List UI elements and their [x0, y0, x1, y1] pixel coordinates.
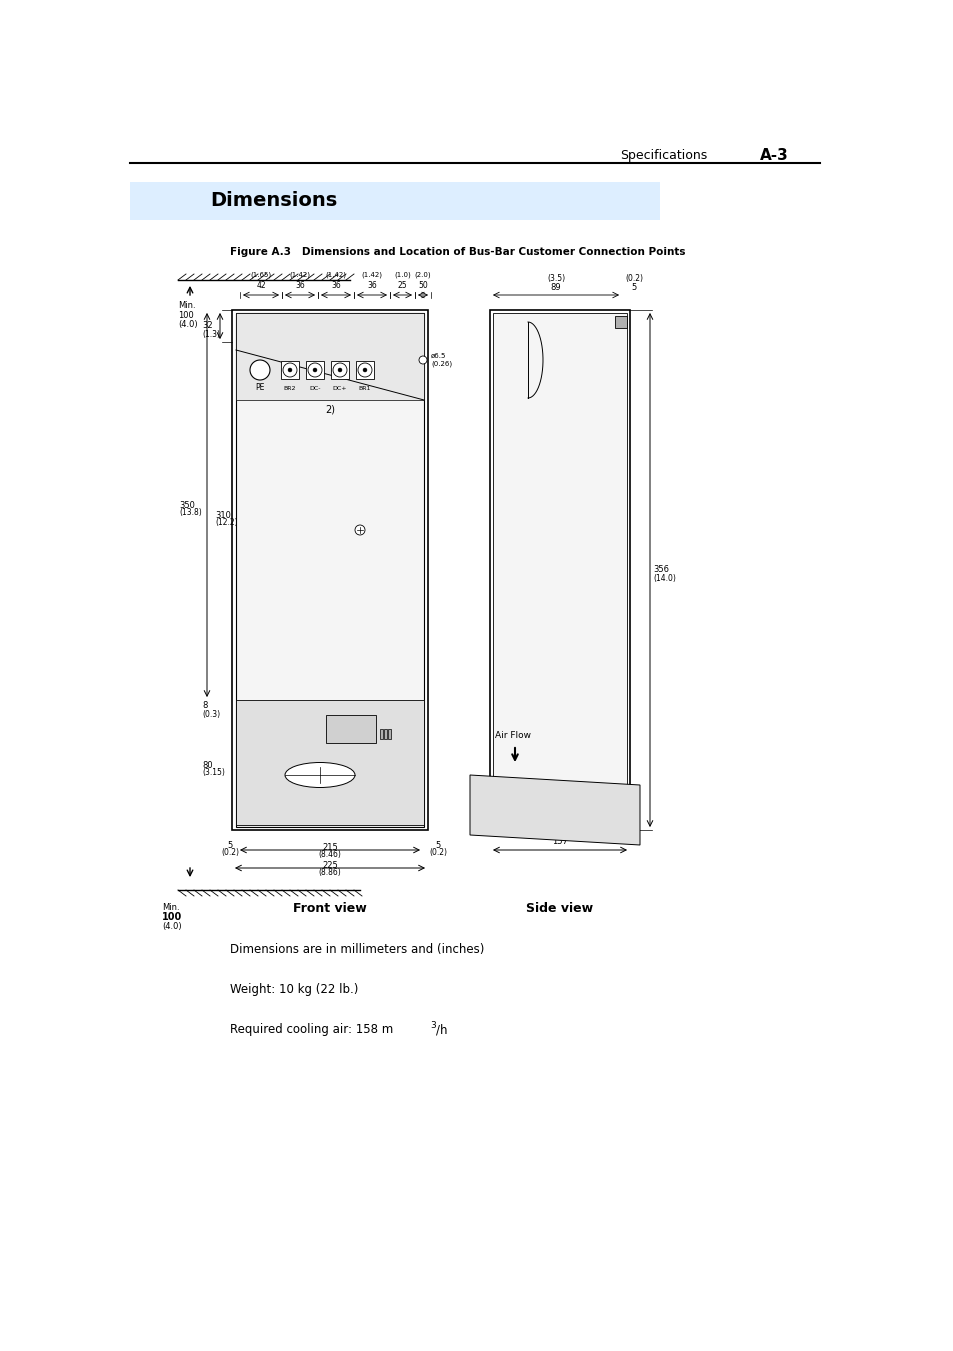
FancyBboxPatch shape [130, 182, 659, 220]
Text: 157: 157 [552, 838, 567, 847]
Bar [615, 316, 626, 328]
Text: PE: PE [255, 384, 264, 393]
Text: 36: 36 [331, 281, 340, 289]
Bar [235, 313, 423, 827]
Bar [235, 313, 423, 400]
Bar [306, 361, 324, 380]
Bar [326, 715, 375, 743]
Text: 5: 5 [435, 840, 440, 850]
Bar [355, 361, 374, 380]
Text: (4.0): (4.0) [162, 923, 181, 931]
Circle shape [355, 526, 365, 535]
Text: (13.8): (13.8) [179, 508, 201, 517]
Circle shape [418, 357, 427, 363]
Text: (1.42): (1.42) [361, 272, 382, 278]
Text: 89: 89 [550, 282, 560, 292]
Text: 100: 100 [162, 912, 182, 921]
Text: (1.0): (1.0) [394, 272, 411, 278]
Text: (14.0): (14.0) [652, 574, 675, 582]
Ellipse shape [285, 762, 355, 788]
Text: 80: 80 [202, 761, 213, 770]
Text: Front view: Front view [293, 901, 367, 915]
Text: Air Flow: Air Flow [495, 731, 531, 739]
Text: (8.86): (8.86) [318, 869, 341, 878]
Text: ø6.5: ø6.5 [431, 353, 446, 359]
Text: (1.3): (1.3) [202, 330, 220, 339]
Text: (1.42): (1.42) [325, 272, 346, 278]
Polygon shape [470, 775, 639, 844]
Bar [232, 309, 428, 830]
Text: A-3: A-3 [760, 147, 788, 162]
Circle shape [288, 367, 292, 372]
Text: (0.2): (0.2) [429, 848, 447, 858]
Text: (2.0): (2.0) [415, 272, 431, 278]
Bar [281, 361, 298, 380]
Text: 225: 225 [322, 861, 337, 870]
Circle shape [333, 363, 347, 377]
Bar [493, 313, 626, 827]
Text: Dimensions are in millimeters and (inches): Dimensions are in millimeters and (inche… [230, 943, 484, 957]
Text: 100: 100 [178, 311, 193, 319]
Circle shape [313, 367, 316, 372]
Circle shape [337, 367, 341, 372]
Text: 3: 3 [430, 1020, 436, 1029]
Text: 350: 350 [179, 500, 194, 509]
Text: /h: /h [436, 1024, 447, 1036]
Text: (0.3): (0.3) [202, 709, 220, 719]
Text: 25: 25 [397, 281, 407, 289]
Bar [388, 730, 391, 739]
Text: 32: 32 [202, 322, 213, 331]
Text: 36: 36 [367, 281, 376, 289]
Text: Weight: 10 kg (22 lb.): Weight: 10 kg (22 lb.) [230, 984, 358, 997]
Text: DC-: DC- [309, 385, 320, 390]
Text: 8: 8 [202, 701, 207, 711]
Text: BR1: BR1 [358, 385, 371, 390]
Text: 2): 2) [325, 405, 335, 415]
Text: (12.2): (12.2) [214, 519, 237, 527]
Text: Dimensions: Dimensions [210, 190, 337, 209]
Text: Min.: Min. [162, 904, 179, 912]
Text: Required cooling air: 158 m: Required cooling air: 158 m [230, 1024, 393, 1036]
Text: (4.0): (4.0) [178, 319, 197, 328]
Bar [235, 700, 423, 825]
Text: 5: 5 [227, 840, 233, 850]
Text: 36: 36 [294, 281, 305, 289]
Text: 310: 310 [214, 511, 231, 520]
Text: 50: 50 [417, 281, 428, 289]
Text: 42: 42 [256, 281, 266, 289]
Text: (0.26): (0.26) [431, 361, 452, 367]
Text: 215: 215 [322, 843, 337, 851]
Text: (3.5): (3.5) [546, 274, 564, 284]
Text: (6.18): (6.18) [548, 830, 571, 839]
Text: (1.42): (1.42) [289, 272, 310, 278]
Text: Min.: Min. [178, 301, 195, 311]
Text: DC+: DC+ [333, 385, 347, 390]
Text: Specifications: Specifications [619, 149, 706, 162]
Bar [331, 361, 349, 380]
Circle shape [283, 363, 296, 377]
Text: (0.2): (0.2) [624, 274, 642, 284]
Text: BR2: BR2 [283, 385, 296, 390]
Text: (3.15): (3.15) [202, 769, 225, 777]
Text: Figure A.3   Dimensions and Location of Bus-Bar Customer Connection Points: Figure A.3 Dimensions and Location of Bu… [230, 247, 685, 257]
Circle shape [308, 363, 322, 377]
Bar [379, 730, 382, 739]
Text: Side view: Side view [526, 901, 593, 915]
Circle shape [363, 367, 367, 372]
Text: (8.46): (8.46) [318, 851, 341, 859]
Circle shape [357, 363, 372, 377]
Bar [490, 309, 629, 830]
Bar [384, 730, 387, 739]
Text: 356: 356 [652, 566, 668, 574]
Text: (1.65): (1.65) [251, 272, 272, 278]
Text: (0.2): (0.2) [221, 848, 239, 858]
Text: 5: 5 [631, 282, 636, 292]
Circle shape [250, 359, 270, 380]
